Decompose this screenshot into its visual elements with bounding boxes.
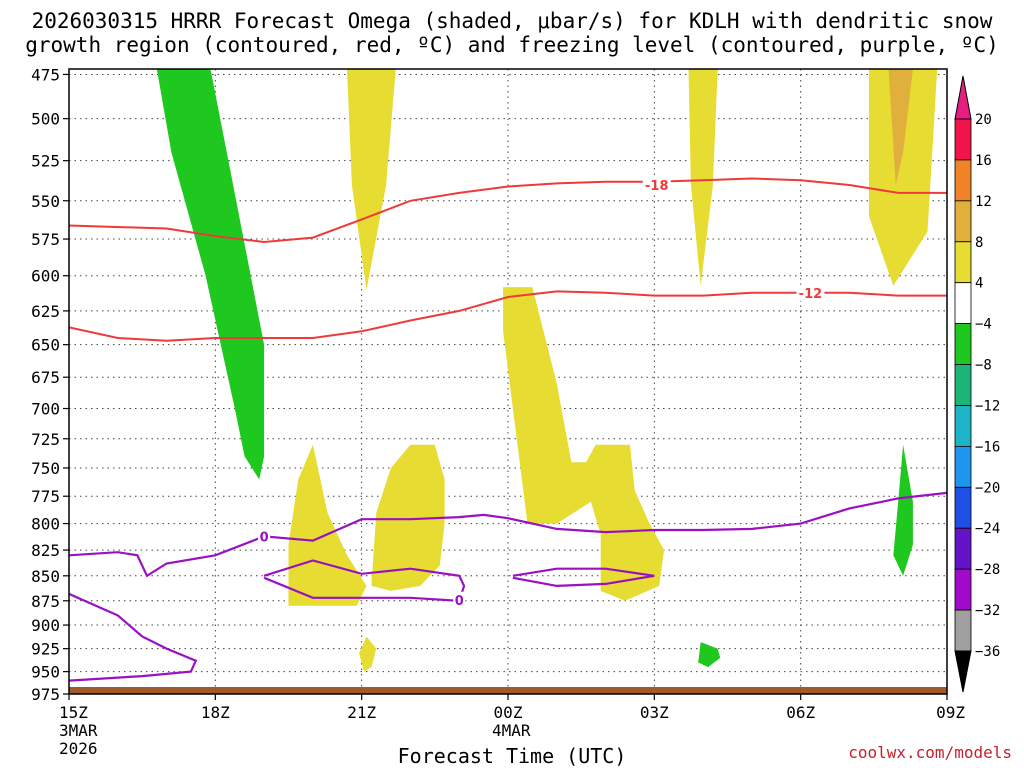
omega-region-10 xyxy=(698,642,721,668)
colorbar-segment-9 xyxy=(954,486,972,529)
y-tick-label-600: 600 xyxy=(31,267,60,286)
y-tick-label-875: 875 xyxy=(31,592,60,611)
colorbar-segment-12 xyxy=(954,609,972,652)
colorbar-label-10: −24 xyxy=(975,521,1000,537)
colorbar-segment-0 xyxy=(954,118,972,161)
x-tick-label-3: 18Z xyxy=(201,703,230,722)
omega-region-2 xyxy=(869,69,938,286)
colorbar-label-9: −20 xyxy=(975,480,1000,496)
y-tick-label-725: 725 xyxy=(31,430,60,449)
colorbar-label-12: −32 xyxy=(975,603,1000,619)
colorbar-label-3: 8 xyxy=(975,235,983,251)
omega-region-6 xyxy=(371,444,445,591)
x-tick-label-6: 21Z xyxy=(347,703,376,722)
colorbar-label-0: 20 xyxy=(975,112,992,128)
colorbar-segment-8 xyxy=(954,445,972,488)
freezing-contour-3 xyxy=(69,592,198,682)
x-axis-label: Forecast Time (UTC) xyxy=(397,744,627,768)
y-tick-label-950: 950 xyxy=(31,663,60,682)
colorbar-segment-1 xyxy=(954,159,972,202)
y-tick-label-850: 850 xyxy=(31,567,60,586)
x-tick-year-0: 2026 xyxy=(59,739,98,758)
omega-region-5 xyxy=(288,444,367,606)
freezing-contour-1 xyxy=(263,559,466,602)
x-tick-label-9: 00Z xyxy=(494,703,523,722)
y-tick-label-925: 925 xyxy=(31,640,60,659)
colorbar-label-4: 4 xyxy=(975,276,983,292)
dendritic-label-bg-0 xyxy=(642,176,671,193)
colorbar-bottom-arrow xyxy=(954,650,972,693)
freezing-label-bg-0 xyxy=(258,528,271,545)
omega-layer xyxy=(156,69,938,672)
y-tick-label-975: 975 xyxy=(31,685,60,704)
colorbar-segment-3 xyxy=(954,241,972,284)
y-tick-label-550: 550 xyxy=(31,192,60,211)
axis-layer: 475 500 525 550 575 600 625 650 675 700 725 750 775 8… xyxy=(31,65,965,758)
contour-label-layer: -18 -12 0 0 xyxy=(258,176,825,609)
colorbar-segment-10 xyxy=(954,527,972,570)
colorbar-label-2: 12 xyxy=(975,194,992,210)
omega-region-7 xyxy=(359,636,377,672)
y-tick-label-625: 625 xyxy=(31,302,60,321)
omega-region-3 xyxy=(888,69,913,185)
chart-title-line2: growth region (contoured, red, ºC) and f… xyxy=(25,33,999,57)
dendritic-contour-label-0: -18 xyxy=(645,179,669,194)
y-tick-label-800: 800 xyxy=(31,515,60,534)
omega-region-1 xyxy=(688,69,718,286)
colorbar-segment-5 xyxy=(954,323,972,365)
colorbar-segment-6 xyxy=(954,364,972,406)
freezing-contour-2 xyxy=(512,567,655,588)
colorbar-segment-11 xyxy=(954,568,972,611)
y-tick-label-500: 500 xyxy=(31,110,60,129)
chart-title-line1: 2026030315 HRRR Forecast Omega (shaded, … xyxy=(31,9,993,33)
y-tick-label-475: 475 xyxy=(31,65,60,84)
colorbar-label-7: −12 xyxy=(975,398,1000,414)
x-tick-label-18: 09Z xyxy=(936,703,965,722)
y-tick-label-675: 675 xyxy=(31,368,60,387)
x-tick-label-12: 03Z xyxy=(640,703,669,722)
colorbar-segment-7 xyxy=(954,405,972,447)
colorbar-label-13: −36 xyxy=(975,644,1000,660)
y-tick-label-750: 750 xyxy=(31,459,60,478)
colorbar-label-1: 16 xyxy=(975,153,992,169)
omega-region-8 xyxy=(156,69,265,480)
freezing-contour-label-1: 0 xyxy=(455,594,464,609)
y-tick-label-825: 825 xyxy=(31,541,60,560)
freezing-label-bg-1 xyxy=(453,591,466,608)
freezing-contour-label-0: 0 xyxy=(260,530,269,545)
colorbar-label-11: −28 xyxy=(975,562,1000,578)
y-tick-label-900: 900 xyxy=(31,616,60,635)
colorbar-segment-2 xyxy=(954,200,972,243)
ground-surface xyxy=(69,687,947,694)
omega-region-4 xyxy=(503,287,665,601)
site-credit: coolwx.com/models xyxy=(848,743,1012,762)
y-tick-label-575: 575 xyxy=(31,230,60,249)
y-tick-label-775: 775 xyxy=(31,487,60,506)
x-tick-date-0: 3MAR xyxy=(59,721,98,740)
omega-region-0 xyxy=(347,69,396,290)
freezing-contour-0 xyxy=(69,491,947,578)
dendritic-contour-0 xyxy=(69,177,947,244)
colorbar-top-arrow xyxy=(954,75,972,120)
colorbar-label-8: −16 xyxy=(975,439,1000,455)
colorbar: 20 16 12 8 4 −4 −8 −12 −16 −20 −24 −28 −32 −36 xyxy=(954,75,1000,693)
dendritic-label-bg-1 xyxy=(796,284,825,301)
x-tick-label-15: 06Z xyxy=(786,703,815,722)
x-tick-label-0: 15Z xyxy=(59,703,88,722)
colorbar-label-6: −8 xyxy=(975,358,992,374)
colorbar-segment-4 xyxy=(954,282,972,325)
omega-region-9 xyxy=(893,444,913,576)
dendritic-contour-label-1: -12 xyxy=(799,287,823,302)
y-tick-label-650: 650 xyxy=(31,336,60,355)
y-tick-label-525: 525 xyxy=(31,152,60,171)
x-tick-date-9: 4MAR xyxy=(492,721,531,740)
y-tick-label-700: 700 xyxy=(31,400,60,419)
colorbar-label-5: −4 xyxy=(975,317,992,333)
